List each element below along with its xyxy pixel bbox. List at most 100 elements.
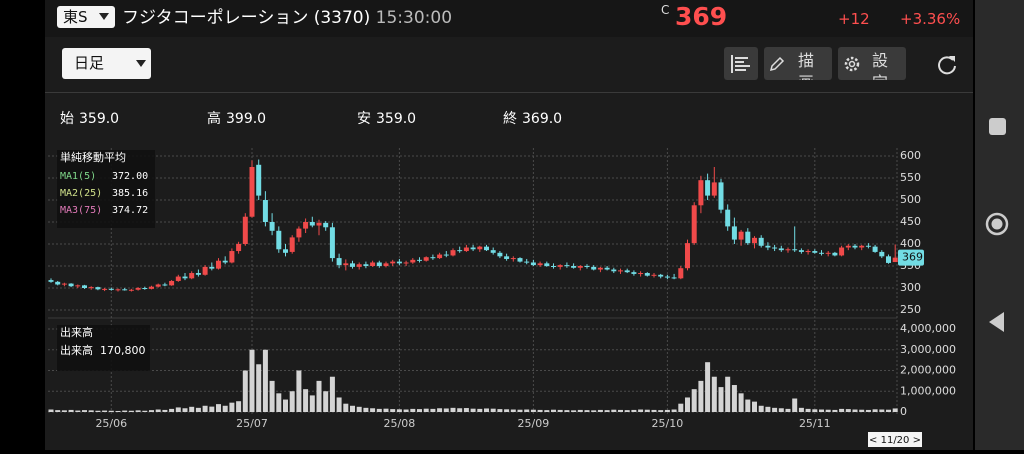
volume-bar	[236, 401, 242, 412]
settings-label: 設定	[872, 51, 889, 80]
candle-body	[524, 261, 530, 263]
summary-item: 安 359.0	[357, 108, 416, 128]
cursor-date-box	[868, 432, 922, 447]
volume-bar	[477, 408, 483, 412]
volume-bar	[450, 407, 456, 412]
indicator-button[interactable]	[724, 47, 758, 80]
volume-bar	[644, 409, 650, 412]
candle-body	[537, 263, 543, 266]
candle-body	[698, 180, 704, 206]
candle-body	[329, 227, 335, 259]
candle-body	[584, 266, 590, 267]
candle-body	[691, 205, 697, 244]
volume-bar	[490, 408, 496, 412]
header-bar	[45, 0, 973, 37]
home-button[interactable]	[985, 212, 1009, 236]
volume-bar	[691, 389, 697, 412]
volume-bar	[410, 408, 416, 412]
candle-body	[530, 262, 536, 266]
candle-body	[839, 247, 845, 256]
ma-legend-title: 単純移動平均	[60, 150, 126, 164]
volume-bar	[551, 409, 556, 412]
candle-body	[88, 287, 94, 289]
volume-bar	[604, 410, 610, 412]
candle-body	[638, 273, 644, 275]
candle-body	[242, 216, 248, 244]
period-select[interactable]: 日足	[62, 48, 151, 79]
candle-body	[571, 266, 577, 268]
summary-label: 安	[357, 111, 371, 127]
price-prefix: C	[661, 3, 670, 17]
candle-body	[289, 237, 295, 252]
y-tick-label: 450	[900, 215, 921, 228]
recent-button[interactable]	[989, 118, 1006, 135]
y-tick-label: 4,000,000	[900, 322, 956, 335]
back-button[interactable]	[989, 312, 1004, 332]
volume-bar	[812, 409, 818, 412]
summary-label: 高	[207, 111, 221, 127]
y-tick-label: 500	[900, 193, 921, 206]
volume-bar	[658, 410, 664, 412]
volume-bar	[122, 410, 128, 412]
y-tick-label: 400	[900, 237, 921, 250]
volume-bar	[262, 349, 268, 412]
settings-button[interactable]: 設定	[838, 47, 906, 80]
candle-body	[678, 268, 684, 279]
volume-bar	[671, 409, 677, 412]
candle-body	[865, 245, 871, 247]
candle-body	[725, 209, 731, 227]
volume-bar	[859, 409, 865, 412]
volume-bar	[577, 409, 583, 412]
candle-body	[798, 250, 804, 252]
candle-body	[236, 244, 242, 252]
volume-bar	[705, 362, 711, 412]
change-pct: +3.36%	[900, 10, 961, 28]
volume-bar	[805, 408, 811, 412]
candle-body	[162, 284, 168, 286]
candle-body	[504, 256, 510, 259]
candle-body	[832, 252, 838, 256]
summary-value: 359.0	[79, 111, 120, 127]
candle-body	[624, 270, 630, 273]
volume-bar	[785, 408, 791, 412]
volume-bar	[530, 409, 536, 412]
volume-bar	[269, 380, 275, 412]
draw-button[interactable]: 描画	[764, 47, 832, 80]
candle-body	[142, 288, 148, 289]
volume-bar	[470, 408, 476, 412]
candle-body	[169, 280, 175, 286]
candle-body	[497, 252, 503, 257]
candle-body	[262, 200, 268, 222]
candle-body	[149, 286, 154, 289]
ohlc-summary: 始 359.0 高 399.0 安 359.0 終 369.0	[45, 108, 973, 130]
volume-bar	[819, 409, 824, 412]
candle-body	[383, 263, 389, 266]
candle-body	[209, 266, 215, 269]
volume-bar	[169, 408, 175, 412]
candle-body	[430, 257, 436, 259]
y-tick-label: 0	[900, 405, 907, 418]
last-price-box	[898, 249, 924, 266]
market-select[interactable]: 東S	[57, 6, 115, 28]
volume-bar	[242, 370, 248, 412]
candle-body	[470, 247, 476, 250]
pencil-icon	[769, 56, 785, 72]
volume-bar	[430, 408, 436, 412]
volume-bar	[557, 409, 563, 412]
candle-body	[745, 231, 751, 244]
volume-bar	[631, 409, 637, 412]
volume-bar	[396, 409, 402, 412]
volume-bar	[678, 403, 684, 412]
candle-body	[249, 167, 255, 217]
volume-bar	[886, 409, 891, 412]
volume-bar	[329, 376, 335, 412]
volume-bar	[383, 408, 389, 412]
candle-body	[390, 261, 396, 264]
candle-body	[323, 222, 329, 228]
volume-bar	[738, 393, 744, 412]
refresh-button[interactable]	[935, 52, 959, 76]
candle-body	[363, 264, 369, 266]
ma-legend-bg	[57, 150, 155, 228]
volume-bar	[55, 410, 61, 412]
